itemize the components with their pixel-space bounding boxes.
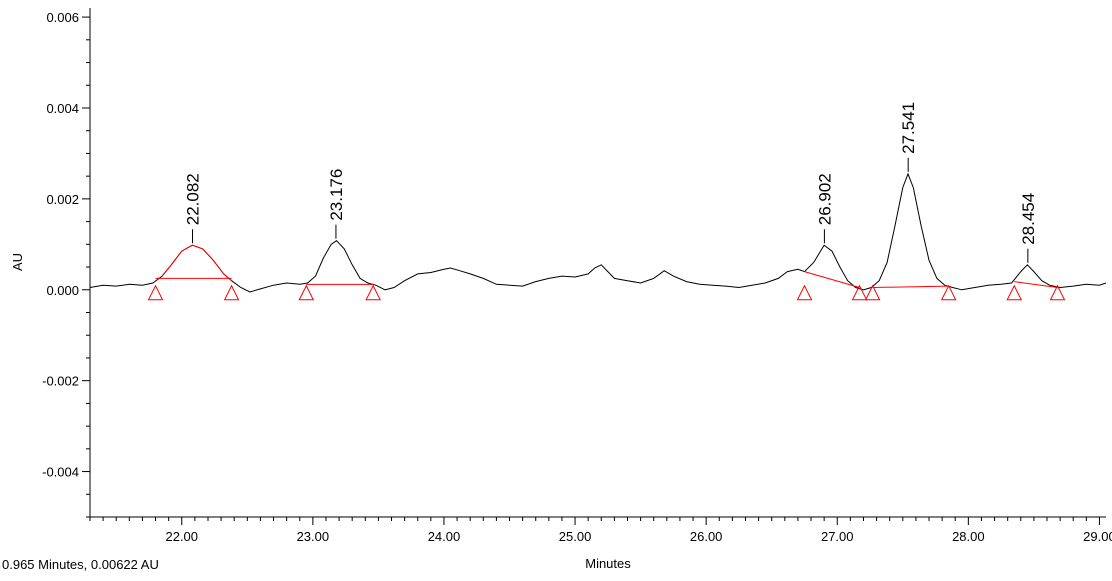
x-ticks: 22.00 23.00 24.00 25.00 26.00 27.00 28.00 29.00: [89, 517, 1112, 544]
y-tick-label: 0.000: [46, 283, 79, 298]
integration-marker: [298, 284, 315, 301]
integration-marker: [1006, 284, 1023, 301]
integration-baseline: [804, 271, 860, 288]
integration-marker: [864, 284, 881, 301]
integration-baseline: [872, 285, 949, 288]
y-ticks: -0.004 -0.002 0.000 0.002 0.004 0.006: [42, 10, 90, 518]
x-tick-label: 24.00: [428, 529, 461, 544]
x-tick-label: 26.00: [690, 529, 723, 544]
y-tick-label: -0.002: [42, 374, 79, 389]
x-tick-label: 23.00: [297, 529, 330, 544]
integration-baseline: [1014, 281, 1058, 288]
peak-label: 23.176: [327, 169, 346, 221]
y-tick-label: -0.004: [42, 465, 79, 480]
integration-marker: [147, 284, 164, 301]
integration-marker: [851, 284, 868, 301]
peak-label: 26.902: [815, 173, 834, 225]
peak-label: 22.082: [184, 173, 203, 225]
cursor-readout: 0.965 Minutes, 0.00622 AU: [2, 557, 159, 572]
y-tick-label: 0.006: [46, 10, 79, 25]
integration-marker: [223, 284, 240, 301]
x-tick-label: 29.00: [1083, 529, 1112, 544]
trace-layer: [89, 172, 1107, 293]
axes: [89, 8, 1106, 518]
y-tick-label: 0.002: [46, 192, 79, 207]
x-tick-label: 27.00: [821, 529, 854, 544]
integration-marker: [940, 284, 957, 301]
integration-baselines: [155, 271, 1058, 288]
integration-markers: [147, 284, 1066, 301]
peak-labels: 22.082 23.176 26.902 27.541 28.454: [184, 102, 1038, 263]
x-tick-label: 25.00: [559, 529, 592, 544]
peak-label: 28.454: [1019, 193, 1038, 245]
integration-marker: [796, 284, 813, 301]
peak-label: 27.541: [899, 102, 918, 154]
x-tick-label: 22.00: [165, 529, 198, 544]
integration-marker: [365, 284, 381, 301]
x-tick-label: 28.00: [952, 529, 985, 544]
y-tick-label: 0.004: [46, 101, 79, 116]
chromatogram-trace: [89, 172, 1107, 293]
y-axis-title: AU: [10, 253, 25, 271]
integration-marker: [1049, 284, 1066, 301]
integrated-peak-trace: [161, 244, 232, 282]
x-axis-title: Minutes: [585, 556, 631, 571]
